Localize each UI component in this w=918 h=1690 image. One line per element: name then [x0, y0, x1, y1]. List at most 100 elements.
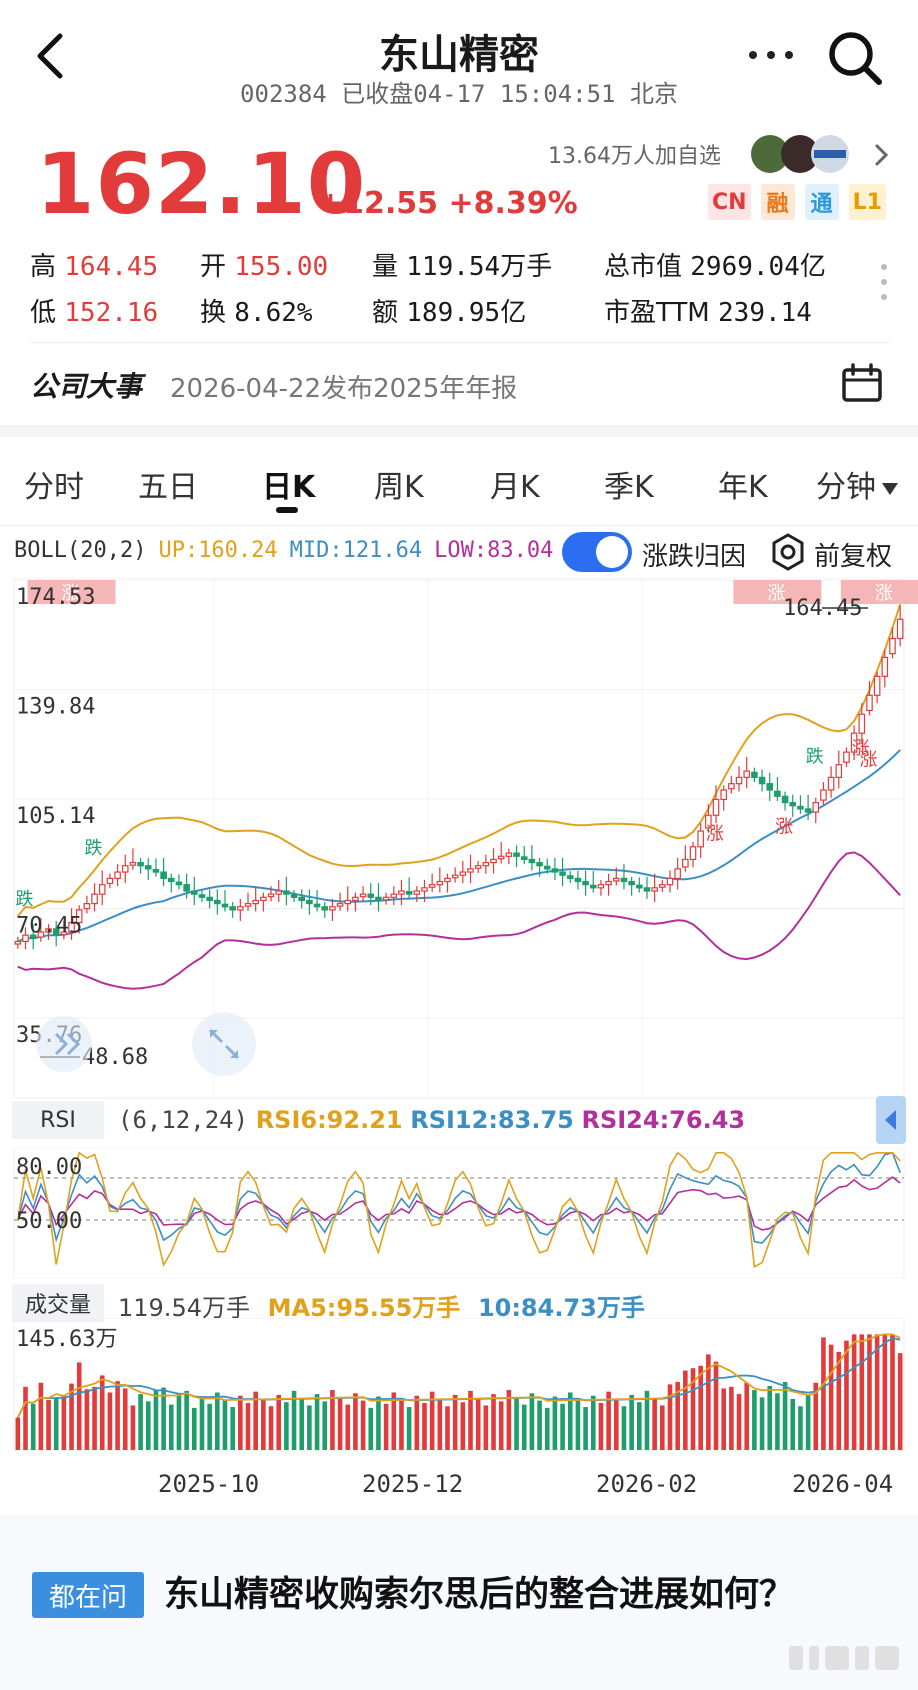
volume-bar — [422, 1403, 427, 1450]
forward-adjust-label[interactable]: 前复权 — [814, 542, 893, 572]
candle-body — [405, 891, 413, 895]
volume-bar — [222, 1399, 228, 1450]
badge-cn[interactable]: CN — [708, 184, 751, 220]
stat-label: 高 — [30, 252, 57, 282]
tag-strip-label[interactable]: 涨 — [62, 583, 80, 604]
volume-bar — [468, 1390, 473, 1450]
volume-bar — [759, 1397, 765, 1450]
volume-bar — [53, 1397, 59, 1450]
tab-yearly-k[interactable]: 年K — [718, 470, 768, 505]
question-text[interactable]: 东山精密收购索尔思后的整合进展如何？ — [164, 1575, 795, 1615]
tab-daily-k[interactable]: 日K — [262, 470, 316, 505]
candle-body — [413, 890, 421, 895]
tab-weekly-k[interactable]: 周K — [374, 470, 424, 505]
attribution-tags: 涨涨涨涨 涨涨涨跌跌跌 — [16, 580, 918, 910]
tab-monthly-k[interactable]: 月K — [490, 470, 540, 505]
back-arrow-icon[interactable] — [30, 30, 70, 82]
volume-bar — [821, 1337, 826, 1450]
tag-strip-label[interactable]: 涨 — [875, 583, 893, 604]
scroll-left-icon[interactable] — [36, 1016, 92, 1072]
volume-bar — [575, 1399, 581, 1450]
y-tick-label: 174.53 — [16, 585, 95, 610]
attribution-tag[interactable]: 跌 — [806, 747, 824, 768]
badge-margin[interactable]: 融 — [760, 184, 795, 220]
vertical-dots-icon[interactable] — [880, 262, 888, 302]
volume-bar — [475, 1398, 481, 1450]
volume-bar — [360, 1400, 366, 1450]
attribution-toggle[interactable] — [562, 532, 632, 572]
tab-intraday[interactable]: 分时 — [24, 470, 84, 505]
candle-body — [275, 890, 282, 895]
collapse-left-icon[interactable] — [876, 1096, 906, 1144]
volume-bar — [30, 1403, 36, 1450]
company-events-label[interactable]: 公司大事 — [30, 370, 143, 403]
candle-body — [106, 877, 114, 885]
candle-body — [175, 881, 183, 886]
attribution-label[interactable]: 涨跌归因 — [642, 542, 747, 572]
tab-five-day[interactable]: 五日 — [138, 470, 198, 505]
y-tick-label: 105.14 — [16, 804, 95, 829]
attribution-tag[interactable]: 涨 — [706, 823, 724, 844]
rsi12-line — [17, 1151, 901, 1244]
follower-count[interactable]: 13.64万人加自选 — [548, 144, 721, 169]
badge-connect[interactable]: 通 — [804, 184, 839, 220]
attribution-tag[interactable]: 涨 — [859, 749, 877, 770]
volume-bar — [291, 1390, 297, 1450]
chevron-right-icon[interactable] — [872, 140, 892, 170]
candle-body — [566, 875, 574, 879]
tab-quarterly-k[interactable]: 季K — [604, 470, 654, 505]
stat-turnover: 换 8.62% — [200, 292, 313, 329]
more-icon[interactable] — [745, 40, 797, 70]
attribution-tag[interactable]: 跌 — [85, 838, 103, 859]
volume-bar — [721, 1388, 726, 1450]
attribution-tag[interactable]: 跌 — [16, 889, 34, 910]
stat-amount: 额 189.95亿 — [372, 292, 526, 329]
rsi-chip[interactable]: RSI — [12, 1101, 104, 1139]
rsi-chart[interactable]: 80.00 50.00 — [0, 1148, 918, 1278]
candle-body — [720, 789, 727, 801]
candle-body — [52, 928, 60, 936]
candle-body — [206, 896, 213, 902]
candle-body — [666, 877, 674, 886]
candle-body — [781, 795, 789, 804]
calendar-icon[interactable] — [840, 362, 884, 404]
low-marker-label: 48.68 — [82, 1045, 148, 1070]
search-icon[interactable] — [825, 28, 885, 88]
question-card[interactable] — [0, 1515, 918, 1690]
volume-bar — [337, 1397, 343, 1450]
candle-body — [313, 903, 321, 908]
expand-icon[interactable] — [192, 1012, 256, 1076]
volume-bar — [729, 1386, 734, 1450]
volume-chart[interactable]: 145.63万 — [0, 1318, 918, 1458]
attribution-tag[interactable]: 涨 — [775, 817, 793, 838]
stat-value: 152.16 — [64, 298, 159, 328]
candle-body — [137, 861, 144, 867]
tab-minute[interactable]: 分钟 — [816, 462, 898, 506]
settings-icon[interactable] — [768, 532, 808, 572]
tag-strip-label[interactable]: 涨 — [767, 583, 785, 604]
boll-legend[interactable]: BOLL(20,2) UP:160.24 MID:121.64 LOW:83.04 — [14, 538, 565, 563]
volume-ma10: 10:84.73万手 — [477, 1294, 645, 1322]
volume-bar — [537, 1400, 542, 1450]
volume-bar — [253, 1391, 258, 1450]
badge-l1[interactable]: L1 — [848, 184, 886, 220]
attribution-tag[interactable]: 涨 — [852, 738, 870, 759]
volume-bar — [452, 1394, 458, 1450]
volume-bar — [353, 1393, 358, 1450]
company-event-text[interactable]: 2026-04-22发布2025年年报 — [170, 374, 518, 404]
candle-body — [774, 790, 781, 797]
volume-bar — [775, 1393, 780, 1450]
volume-bar — [698, 1365, 703, 1450]
follower-avatars[interactable] — [748, 132, 868, 176]
volume-bar — [897, 1353, 903, 1450]
volume-bar — [867, 1334, 872, 1450]
volume-chip[interactable]: 成交量 — [12, 1284, 104, 1322]
candle-body — [336, 903, 344, 907]
volume-bar — [828, 1344, 834, 1450]
volume-bar — [790, 1398, 796, 1450]
candle-body — [421, 887, 428, 892]
rsi6-line — [17, 1151, 901, 1269]
watermark-icon — [789, 1646, 899, 1670]
candle-body — [758, 776, 766, 785]
